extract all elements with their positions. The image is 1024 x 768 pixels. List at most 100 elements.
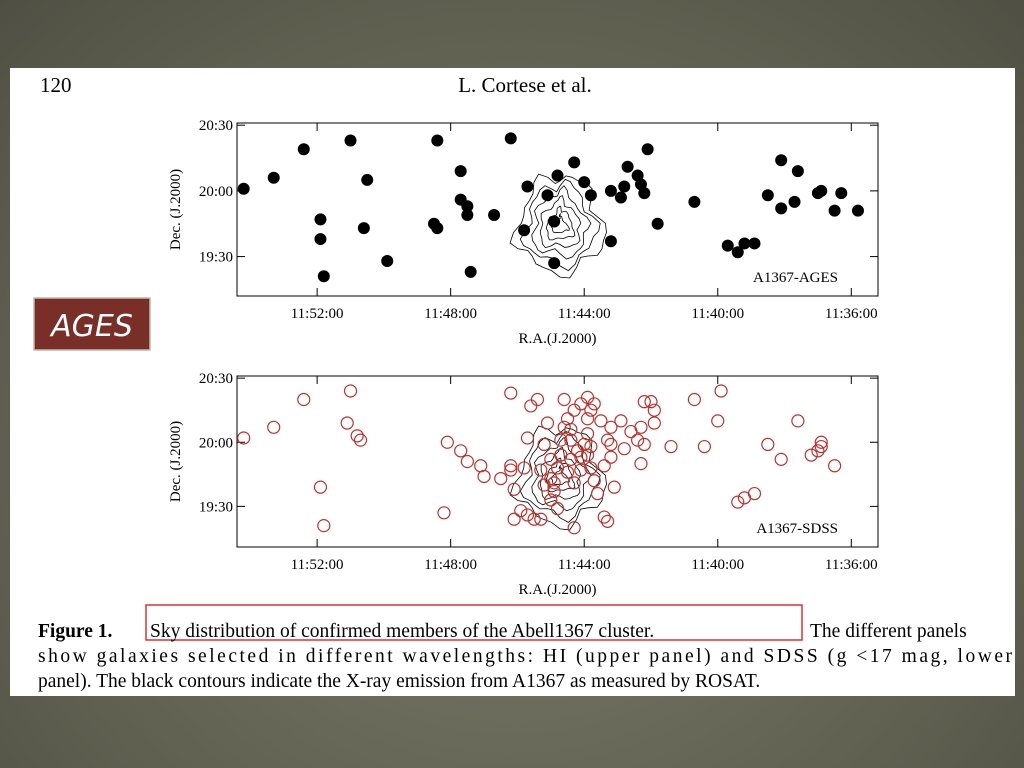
galaxy	[554, 433, 568, 447]
caption-label: Figure 1.	[38, 621, 113, 642]
galaxy	[540, 416, 555, 430]
galaxy	[477, 469, 491, 484]
galaxy	[313, 480, 328, 494]
galaxy	[851, 204, 864, 217]
galaxy	[607, 480, 621, 494]
x-ray-contour	[509, 425, 607, 531]
galaxy	[460, 454, 474, 469]
galaxy	[488, 208, 501, 221]
galaxy	[584, 189, 597, 202]
galaxy	[517, 461, 531, 475]
y-tick-label: 20:30	[199, 371, 233, 387]
galaxy	[687, 392, 701, 407]
galaxy	[651, 217, 664, 230]
galaxy	[835, 187, 848, 200]
galaxy	[644, 395, 658, 409]
galaxy	[761, 437, 775, 451]
galaxy	[381, 254, 394, 267]
panel-annotation: A1367-SDSS	[756, 521, 838, 537]
galaxy	[647, 403, 661, 417]
caption-line-1: Figure 1. Sky distribution of confirmed m…	[38, 621, 967, 642]
galaxy	[574, 450, 588, 464]
galaxy	[564, 422, 578, 437]
galaxy	[317, 270, 330, 283]
x-ray-contour	[509, 173, 607, 279]
galaxy	[828, 204, 841, 217]
galaxy	[541, 189, 554, 202]
galaxy	[504, 459, 518, 473]
x-ray-contour	[531, 185, 592, 260]
galaxy	[314, 233, 327, 246]
galaxy	[551, 169, 564, 182]
galaxy	[731, 495, 745, 509]
paper-page	[10, 68, 1015, 696]
galaxy	[587, 397, 601, 411]
galaxy	[504, 386, 518, 400]
galaxy	[791, 414, 805, 428]
galaxy	[580, 427, 595, 441]
galaxy	[714, 384, 728, 398]
galaxy	[504, 132, 517, 145]
galaxy	[521, 180, 534, 193]
galaxy	[344, 134, 357, 147]
x-ray-contour	[519, 430, 601, 523]
y-tick-label: 20:00	[199, 435, 233, 451]
x-tick-label: 11:36:00	[825, 557, 878, 573]
galaxy	[748, 237, 761, 250]
galaxy	[604, 450, 618, 464]
galaxy	[618, 180, 631, 193]
y-axis-label: Dec. (J.2000)	[168, 169, 184, 250]
galaxy	[804, 448, 818, 462]
galaxy	[518, 224, 531, 237]
galaxy	[637, 395, 651, 409]
x-tick-label: 11:36:00	[825, 306, 878, 322]
y-tick-label: 20:00	[199, 184, 233, 200]
x-tick-label: 11:48:00	[424, 557, 477, 573]
galaxy	[534, 512, 548, 526]
galaxy	[557, 392, 571, 407]
galaxy	[437, 506, 451, 520]
x-axis-label: R.A.(J.2000)	[519, 582, 597, 598]
galaxy	[520, 431, 535, 445]
galaxy	[621, 160, 634, 173]
x-ray-contour	[545, 205, 576, 241]
galaxy	[814, 439, 828, 454]
galaxy	[584, 461, 598, 475]
galaxy	[267, 420, 281, 434]
galaxy	[788, 195, 801, 208]
galaxy	[584, 403, 598, 417]
galaxy	[578, 176, 591, 189]
plot-frame	[236, 122, 879, 297]
highlight-box	[145, 604, 803, 641]
galaxy	[688, 195, 701, 208]
galaxy	[761, 189, 774, 202]
galaxy	[738, 237, 751, 250]
caption-highlight: Sky distribution of confirmed members of…	[150, 621, 654, 642]
x-tick-label: 11:48:00	[424, 306, 477, 322]
galaxy	[534, 463, 548, 477]
galaxy	[361, 173, 374, 186]
galaxy	[697, 439, 711, 454]
galaxy	[775, 154, 788, 167]
galaxy	[594, 414, 608, 428]
galaxy	[775, 202, 788, 215]
galaxy	[237, 431, 251, 445]
galaxy	[343, 384, 358, 398]
galaxy	[464, 265, 477, 278]
y-axis-label: Dec. (J.2000)	[168, 421, 184, 502]
galaxy	[604, 437, 618, 451]
galaxy	[664, 439, 678, 454]
galaxy	[314, 213, 327, 226]
galaxy	[440, 435, 454, 449]
galaxy	[537, 437, 551, 451]
y-tick-label: 20:30	[199, 118, 233, 134]
x-axis-label: R.A.(J.2000)	[519, 331, 597, 347]
galaxy	[560, 465, 575, 479]
galaxy	[604, 420, 618, 434]
galaxy	[791, 165, 804, 178]
x-tick-label: 11:40:00	[691, 306, 744, 322]
galaxy	[267, 171, 280, 184]
galaxy	[564, 452, 578, 466]
caption-line-3: panel). The black contours indicate the …	[38, 671, 760, 692]
galaxy	[504, 463, 518, 477]
